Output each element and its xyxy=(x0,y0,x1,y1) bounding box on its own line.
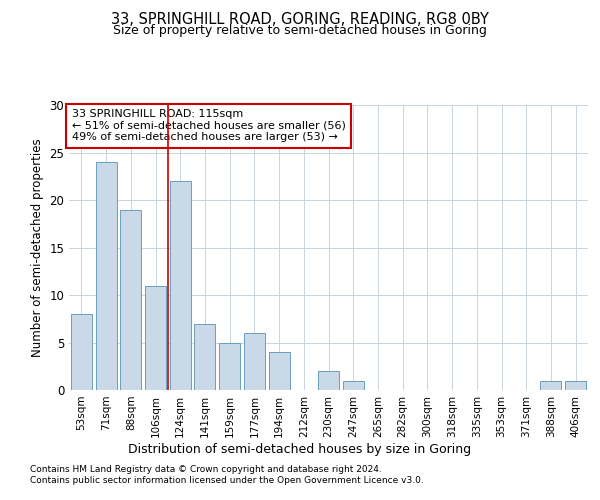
Y-axis label: Number of semi-detached properties: Number of semi-detached properties xyxy=(31,138,44,357)
Bar xyxy=(194,324,215,390)
Bar xyxy=(541,380,562,390)
Bar xyxy=(244,333,265,390)
Text: 33, SPRINGHILL ROAD, GORING, READING, RG8 0BY: 33, SPRINGHILL ROAD, GORING, READING, RG… xyxy=(111,12,489,28)
Text: Contains HM Land Registry data © Crown copyright and database right 2024.: Contains HM Land Registry data © Crown c… xyxy=(30,465,382,474)
Bar xyxy=(145,286,166,390)
Text: 33 SPRINGHILL ROAD: 115sqm
← 51% of semi-detached houses are smaller (56)
49% of: 33 SPRINGHILL ROAD: 115sqm ← 51% of semi… xyxy=(71,110,346,142)
Bar xyxy=(95,162,116,390)
Text: Distribution of semi-detached houses by size in Goring: Distribution of semi-detached houses by … xyxy=(128,442,472,456)
Bar xyxy=(71,314,92,390)
Text: Size of property relative to semi-detached houses in Goring: Size of property relative to semi-detach… xyxy=(113,24,487,37)
Bar xyxy=(343,380,364,390)
Bar xyxy=(318,371,339,390)
Bar xyxy=(219,342,240,390)
Bar xyxy=(120,210,141,390)
Text: Contains public sector information licensed under the Open Government Licence v3: Contains public sector information licen… xyxy=(30,476,424,485)
Bar xyxy=(565,380,586,390)
Bar xyxy=(170,181,191,390)
Bar xyxy=(269,352,290,390)
